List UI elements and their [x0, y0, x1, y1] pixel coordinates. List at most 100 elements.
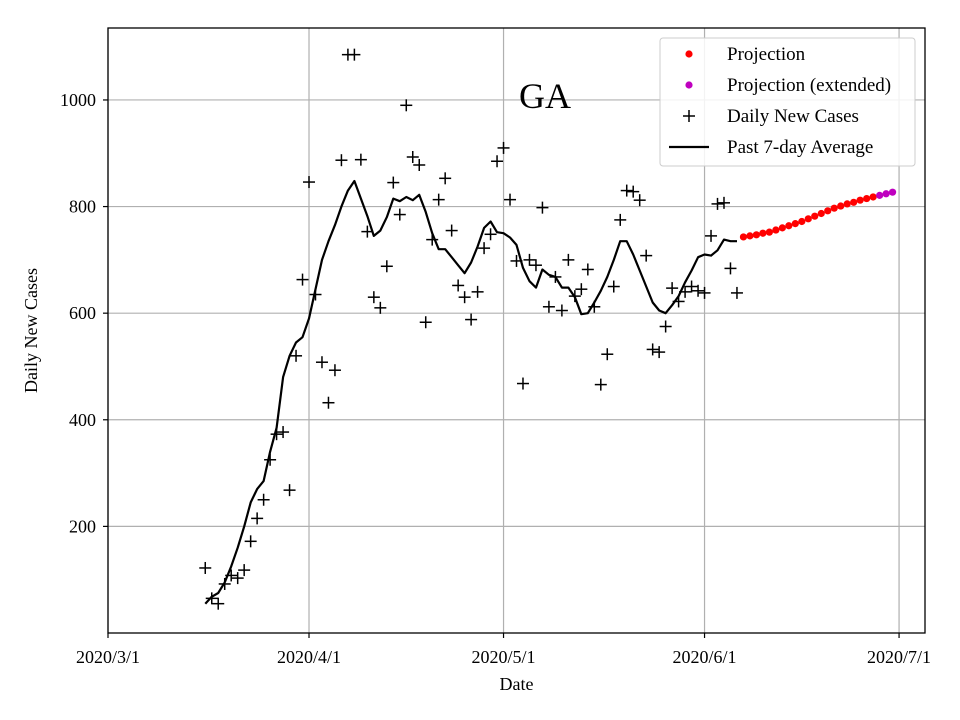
daily-case-point: [484, 228, 497, 241]
daily-case-point: [218, 577, 231, 590]
daily-case-point: [328, 364, 341, 377]
projection-point: [765, 228, 773, 236]
daily-case-point: [393, 208, 406, 221]
daily-case-point: [529, 259, 542, 272]
legend-marker: [685, 81, 693, 89]
legend-label: Projection: [727, 44, 806, 65]
daily-case-point: [244, 535, 257, 548]
x-tick-label: 2020/4/1: [277, 647, 341, 667]
daily-case-point: [251, 512, 264, 525]
daily-case-point: [212, 597, 225, 610]
daily-case-point: [478, 242, 491, 255]
daily-case-point: [419, 316, 432, 329]
projection-point: [752, 231, 761, 239]
daily-case-point: [614, 213, 627, 226]
daily-case-point: [439, 172, 452, 185]
projection-point: [863, 194, 871, 203]
x-tick-label: 2020/6/1: [673, 647, 737, 667]
daily-case-point: [426, 233, 439, 246]
legend-marker: [685, 50, 693, 58]
daily-case-point: [374, 301, 387, 314]
daily-case-point: [452, 279, 465, 292]
daily-case-point: [562, 253, 575, 266]
daily-case-point: [270, 428, 283, 441]
projection-point: [791, 220, 799, 228]
daily-case-point: [400, 99, 413, 112]
daily-case-point: [692, 284, 705, 297]
projection-point: [804, 215, 812, 223]
daily-case-point: [303, 176, 316, 189]
plot-series: [199, 48, 897, 610]
daily-case-point: [594, 378, 607, 391]
daily-case-point: [659, 320, 672, 333]
projection-point: [843, 200, 851, 208]
daily-case-point: [542, 300, 555, 313]
daily-case-point: [264, 453, 277, 466]
daily-case-point: [432, 193, 445, 206]
projection-point: [759, 229, 767, 237]
projection-point: [817, 209, 825, 218]
daily-case-point: [290, 349, 303, 362]
daily-case-point: [646, 343, 659, 356]
daily-case-point: [568, 290, 581, 303]
legend-label: Projection (extended): [727, 75, 891, 96]
daily-case-point: [367, 291, 380, 304]
daily-case-point: [588, 300, 601, 313]
daily-case-point: [679, 285, 692, 298]
daily-case-point: [413, 158, 426, 171]
projection-point: [830, 204, 838, 212]
legend: Projection Projection (extended) Daily New…: [659, 37, 916, 167]
x-tick-label: 2020/5/1: [472, 647, 536, 667]
legend-entry: Daily New Cases: [683, 106, 859, 127]
daily-case-point: [627, 185, 640, 198]
projection-point: [811, 212, 819, 220]
plot-area: [107, 27, 926, 634]
daily-case-point: [555, 304, 568, 317]
daily-case-point: [516, 377, 529, 390]
projection-extended-point: [882, 190, 890, 198]
projection-point: [739, 233, 748, 241]
projection-point: [856, 196, 864, 204]
daily-case-point: [231, 572, 244, 585]
y-axis-label: Daily New Cases: [21, 268, 41, 393]
daily-case-point: [322, 396, 335, 409]
x-tick-label: 2020/3/1: [76, 647, 140, 667]
x-tick-label: 2020/7/1: [867, 647, 931, 667]
daily-case-point: [523, 253, 536, 266]
daily-case-point: [445, 224, 458, 237]
daily-case-point: [620, 184, 633, 197]
daily-case-point: [633, 194, 646, 207]
daily-case-point: [549, 270, 562, 283]
daily-case-point: [601, 348, 614, 361]
series-line-7day-average: [204, 179, 737, 605]
daily-case-point: [672, 295, 685, 308]
daily-case-point: [309, 288, 322, 301]
daily-case-point: [283, 484, 296, 497]
daily-case-point: [581, 263, 594, 276]
daily-case-point: [504, 193, 517, 206]
daily-case-point: [465, 313, 478, 326]
daily-case-point: [724, 262, 737, 275]
daily-case-point: [315, 356, 328, 369]
daily-case-point: [380, 260, 393, 273]
daily-case-point: [406, 150, 419, 163]
daily-case-point: [705, 229, 718, 242]
projection-point: [798, 217, 806, 226]
daily-case-point: [354, 153, 367, 166]
daily-case-point: [348, 48, 361, 61]
chart-title: GA: [519, 76, 571, 116]
y-tick-label: 200: [69, 516, 96, 536]
projection-point: [785, 222, 793, 230]
y-tick-label: 1000: [60, 90, 96, 110]
projection-point: [869, 193, 877, 201]
daily-case-point: [205, 592, 218, 605]
legend-entry: Past 7-day Average: [669, 137, 873, 158]
daily-case-point: [730, 286, 743, 299]
daily-case-point: [238, 564, 251, 577]
daily-case-point: [607, 280, 620, 293]
y-tick-label: 400: [69, 410, 96, 430]
daily-case-point: [225, 569, 238, 582]
daily-case-point: [536, 201, 549, 214]
x-axis: 2020/3/1 2020/4/1 2020/5/1 2020/6/1 2020/7/1: [76, 633, 931, 667]
y-axis: 200 400 600 800 1000: [60, 90, 108, 536]
